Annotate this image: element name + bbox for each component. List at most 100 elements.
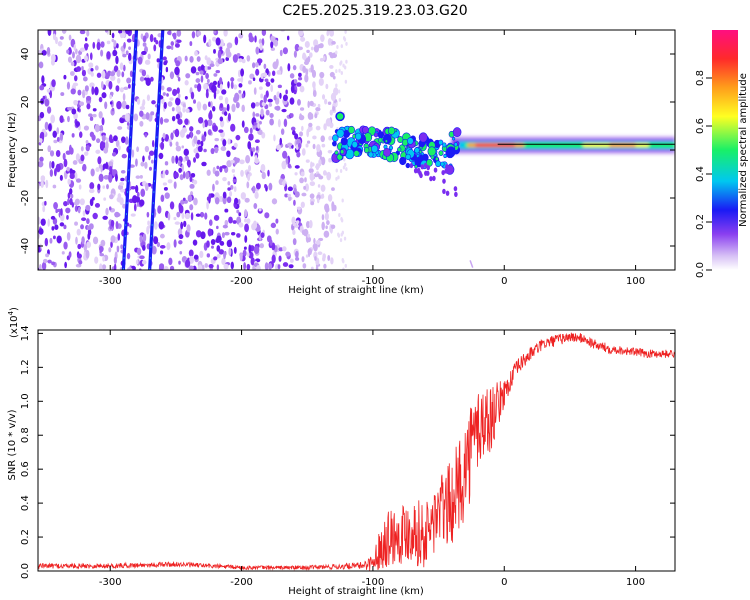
- noise-blob-faint: [341, 198, 344, 203]
- noise-blob: [108, 134, 113, 143]
- noise-blob: [167, 179, 173, 184]
- noise-blob: [72, 51, 75, 59]
- noise-blob: [263, 63, 267, 70]
- noise-blob: [110, 235, 116, 243]
- noise-blob: [119, 87, 124, 93]
- noise-blob: [123, 86, 129, 90]
- signal-tail-blob: [420, 164, 425, 170]
- noise-blob: [52, 184, 57, 189]
- noise-blob: [139, 106, 146, 111]
- noise-blob: [324, 98, 328, 105]
- noise-blob: [83, 244, 88, 252]
- noise-blob: [177, 118, 183, 125]
- noise-blob: [292, 229, 296, 236]
- noise-blob: [75, 236, 78, 245]
- noise-blob: [90, 72, 94, 77]
- noise-blob: [99, 263, 103, 270]
- noise-blob: [128, 46, 132, 51]
- noise-blob: [206, 57, 212, 66]
- noise-blob: [60, 208, 63, 216]
- snr-x-ticks: -300 -200 -100 0 100: [99, 330, 645, 588]
- noise-blob: [327, 149, 333, 154]
- noise-blob: [151, 245, 157, 255]
- noise-blob: [312, 89, 317, 97]
- noise-blob: [109, 194, 114, 200]
- noise-blob: [287, 163, 291, 168]
- noise-blob: [282, 94, 288, 102]
- noise-blob-faint: [341, 230, 345, 235]
- noise-blob: [326, 171, 332, 181]
- colorbar-tick-label: 0.0: [695, 262, 706, 278]
- noise-blob: [298, 30, 304, 37]
- noise-blob: [139, 199, 145, 207]
- noise-blob: [255, 182, 261, 190]
- noise-blob: [89, 52, 93, 61]
- noise-blob: [272, 61, 279, 70]
- noise-blob: [327, 255, 331, 262]
- noise-blob: [140, 188, 146, 197]
- noise-blob: [261, 171, 266, 180]
- noise-blob: [159, 116, 164, 125]
- noise-blob: [172, 32, 176, 38]
- noise-blob: [259, 42, 263, 51]
- signal-blob: [383, 147, 391, 157]
- noise-blob: [278, 255, 282, 262]
- noise-blob: [331, 40, 336, 45]
- noise-blob: [310, 126, 313, 130]
- noise-blob: [176, 39, 182, 44]
- noise-blob: [212, 125, 218, 132]
- noise-blob: [140, 161, 145, 167]
- noise-blob: [49, 150, 55, 157]
- signal-tail-blob: [423, 162, 428, 168]
- signal-blob: [418, 132, 428, 143]
- noise-blob: [135, 175, 141, 179]
- noise-blob: [89, 82, 95, 88]
- noise-blob: [115, 43, 119, 49]
- noise-blob: [270, 35, 275, 42]
- noise-blob: [127, 84, 131, 89]
- noise-blob-faint: [344, 79, 348, 84]
- signal-blob: [399, 156, 407, 166]
- noise-blob: [175, 155, 179, 164]
- noise-blob: [174, 128, 180, 138]
- noise-blob: [319, 57, 324, 62]
- noise-blob: [316, 144, 321, 153]
- noise-blob: [177, 93, 181, 99]
- noise-blob: [196, 56, 201, 62]
- noise-blob: [186, 134, 190, 139]
- noise-blob: [49, 90, 53, 99]
- noise-blob: [170, 45, 174, 50]
- spectrogram-x-ticks: -300 -200 -100 0 100: [99, 30, 645, 287]
- noise-blob: [283, 178, 286, 187]
- noise-blob: [94, 203, 101, 208]
- noise-blob: [329, 109, 333, 116]
- noise-blob: [113, 263, 117, 270]
- noise-blob: [245, 154, 251, 164]
- noise-blob: [53, 202, 58, 210]
- svg-text:(x104): (x104): [7, 307, 20, 338]
- noise-blob: [327, 194, 333, 202]
- noise-blob: [193, 197, 198, 206]
- noise-blob: [66, 214, 69, 220]
- noise-blob: [214, 137, 220, 142]
- noise-blob: [255, 46, 260, 55]
- signal-blob: [373, 132, 379, 138]
- noise-blob: [131, 195, 138, 204]
- noise-blob: [163, 265, 169, 270]
- noise-blob: [94, 86, 99, 96]
- noise-blob: [197, 264, 203, 270]
- noise-blob: [160, 85, 165, 91]
- noise-blob: [189, 183, 195, 189]
- colorbar: 0.0 0.2 0.4 0.6 0.8 Normalized spectral ampl…: [695, 30, 749, 278]
- noise-blob: [56, 127, 60, 135]
- noise-blob: [69, 188, 73, 195]
- noise-blob: [90, 67, 94, 72]
- noise-blob: [253, 87, 257, 95]
- noise-blob: [260, 108, 264, 117]
- noise-blob: [92, 41, 96, 49]
- noise-blob: [294, 43, 300, 52]
- noise-blob: [207, 119, 213, 127]
- noise-blob: [249, 127, 253, 134]
- noise-blob: [230, 123, 236, 132]
- noise-blob: [286, 35, 290, 41]
